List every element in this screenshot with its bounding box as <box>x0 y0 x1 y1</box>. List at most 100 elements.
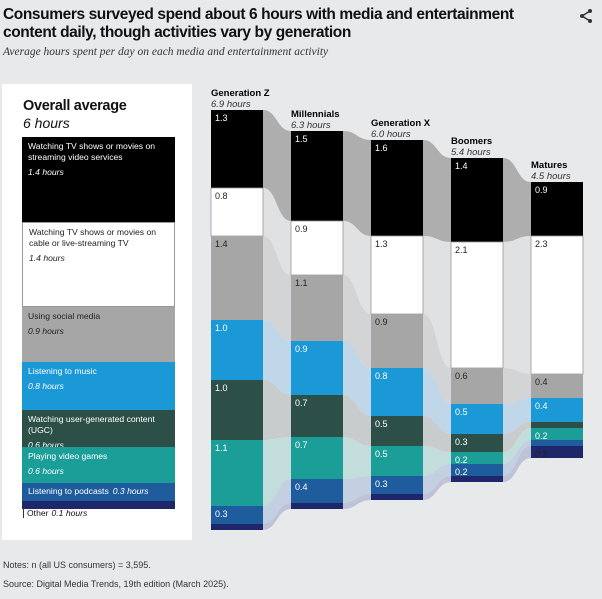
flow-band <box>263 320 291 395</box>
flow-band <box>343 494 371 509</box>
bar-segment <box>451 368 503 404</box>
bar-segment <box>451 476 503 482</box>
flow-band <box>263 188 291 275</box>
data-label: 1.5 <box>295 134 308 144</box>
notes: Notes: n (all US consumers) = 3,595. <box>3 560 151 570</box>
flow-band <box>263 437 291 506</box>
bar-segment <box>371 476 423 494</box>
flow-band <box>423 416 451 452</box>
flow-band <box>343 476 371 503</box>
data-label: 0.7 <box>295 440 308 450</box>
data-label: 1.1 <box>215 443 228 453</box>
flow-band <box>423 368 451 434</box>
chart-subtitle: Average hours spent per day on each medi… <box>3 46 329 58</box>
flow-band <box>263 380 291 440</box>
bar-segment <box>531 182 583 236</box>
flow-band <box>503 368 531 404</box>
bar-segment <box>291 341 343 395</box>
data-label: 0.2 <box>535 431 548 441</box>
bar-segment <box>531 446 583 458</box>
source: Source: Digital Media Trends, 19th editi… <box>3 579 229 589</box>
flow-band <box>343 221 371 314</box>
data-label: 1.4 <box>215 239 228 249</box>
bar-segment <box>371 494 423 500</box>
bar-segment <box>291 479 343 503</box>
flow-band <box>423 314 451 404</box>
flow-band <box>423 476 451 500</box>
data-label: 0.7 <box>295 398 308 408</box>
bar-segment <box>370 235 424 315</box>
data-label: 0.2 <box>455 455 468 465</box>
bar-segment <box>211 380 263 440</box>
bar-segment <box>291 131 343 221</box>
data-label: 1.3 <box>215 113 228 123</box>
data-label: 0.8 <box>215 191 228 201</box>
overall-hours: 6 hours <box>23 115 70 131</box>
generation-name: Generation Z <box>211 88 270 99</box>
data-label: 0.3 <box>375 479 388 489</box>
generation-total: 6.9 hours <box>211 99 251 110</box>
data-label: 0.5 <box>375 449 388 459</box>
data-label: 1.0 <box>215 323 228 333</box>
bar-segment <box>211 320 263 380</box>
legend-label: Listening to music <box>28 365 97 376</box>
data-label: 1.0 <box>215 383 228 393</box>
data-label: 0.4 <box>535 377 548 387</box>
bar-segment <box>530 235 584 375</box>
generation-total: 4.5 hours <box>531 171 571 182</box>
generation-total: 5.4 hours <box>451 147 491 158</box>
data-label: 0.9 <box>375 317 388 327</box>
data-label: 0.4 <box>295 482 308 492</box>
bar-segment <box>451 404 503 434</box>
bar-segment <box>531 440 583 446</box>
legend-hours: 1.4 hours <box>29 252 65 263</box>
legend-other-hours: 0.1 hours <box>51 508 88 518</box>
legend-segment: Watching TV shows or movies on streaming… <box>22 137 175 222</box>
bar-segment <box>211 236 263 320</box>
data-label: 1.1 <box>295 278 308 288</box>
legend-segment: Playing video games 0.6 hours <box>22 446 175 483</box>
overall-average-panel: Overall average 6 hours Watching TV show… <box>2 84 192 540</box>
data-label: 0.5 <box>455 407 468 417</box>
bar-segment <box>531 428 583 440</box>
flow-band <box>503 398 531 434</box>
bar-segment <box>451 452 503 464</box>
bar-segment <box>211 110 263 188</box>
overall-legend: Watching TV shows or movies on streaming… <box>22 137 175 510</box>
bar-segment <box>450 241 504 369</box>
data-label: 0.5 <box>375 419 388 429</box>
legend-label: Listening to podcasts <box>28 485 109 496</box>
flow-band <box>263 236 291 341</box>
bar-segment <box>211 440 263 506</box>
bar-segment <box>291 503 343 509</box>
flow-band <box>343 131 371 236</box>
bar-segment <box>290 220 344 276</box>
data-label: 0.9 <box>295 344 308 354</box>
legend-hours: 0.8 hours <box>28 380 64 391</box>
generation-name: Matures <box>531 160 567 171</box>
legend-segment: Watching TV shows or movies on cable or … <box>22 221 175 307</box>
legend-label: Watching user-generated content (UGC) <box>28 414 155 436</box>
bar-segment <box>211 506 263 524</box>
flow-band <box>423 464 451 494</box>
flow-band <box>423 446 451 476</box>
generation-name: Generation X <box>371 118 431 129</box>
legend-label: Watching TV shows or movies on streaming… <box>28 141 156 162</box>
legend-segment <box>22 501 175 510</box>
flow-band <box>343 437 371 479</box>
bar-segment <box>451 158 503 242</box>
data-label: 0.9 <box>295 224 308 234</box>
flow-band <box>263 479 291 524</box>
data-label: 0.3 <box>455 437 468 447</box>
data-label: 0.8 <box>375 371 388 381</box>
data-label: 2.3 <box>535 239 548 249</box>
bar-segment <box>211 524 263 530</box>
legend-segment: Listening to podcasts 0.3 hours <box>22 482 175 502</box>
bar-segment <box>531 374 583 398</box>
bar-segment <box>371 446 423 476</box>
share-icon[interactable] <box>578 8 594 24</box>
bar-segment <box>531 422 583 428</box>
legend-hours: 0.6 hours <box>28 465 64 476</box>
legend-label: Watching TV shows or movies on cable or … <box>29 226 157 248</box>
